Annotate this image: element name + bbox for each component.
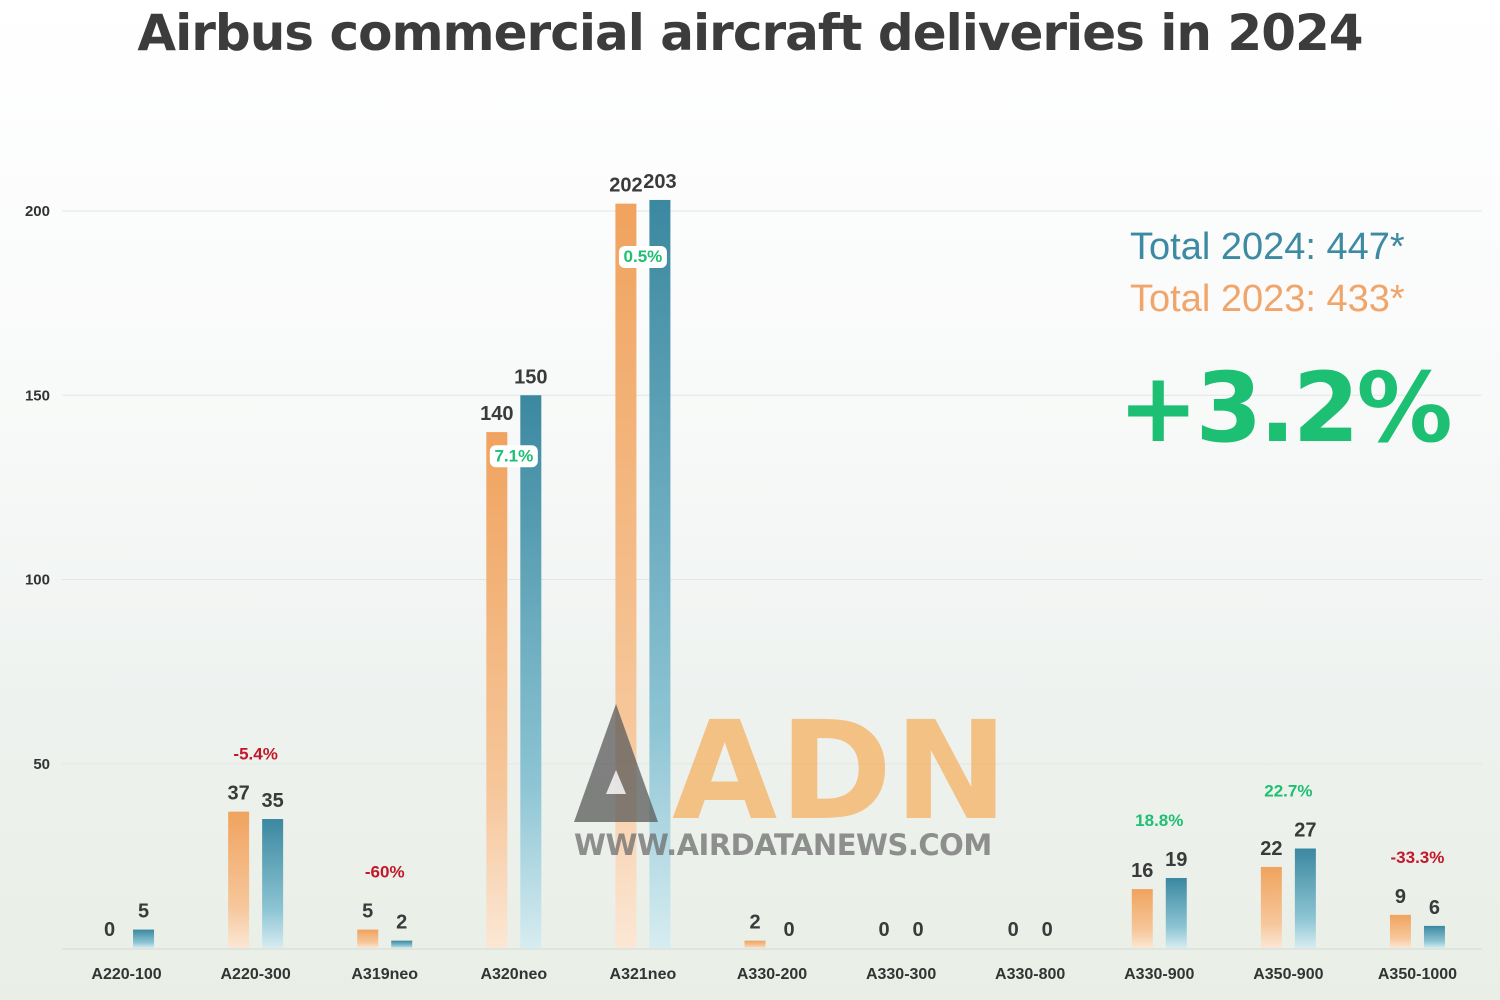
bar-2024 [391,940,413,948]
category-label: A330-900 [1124,966,1194,983]
bar-2024 [1423,925,1445,948]
bar-2023 [1131,889,1153,948]
y-tick-label: 200 [25,203,50,220]
category-label: A220-100 [91,966,161,983]
value-label: 35 [262,790,284,812]
value-label: 0 [104,919,115,941]
value-label: 0 [1008,919,1019,941]
category-label: A330-200 [737,966,807,983]
bar-2023 [357,929,379,948]
value-label: 2 [749,912,760,934]
value-label: 0 [913,919,924,941]
total-2023: Total 2023: 433* [1130,278,1405,320]
y-tick-label: 50 [33,756,50,773]
category-label: A350-1000 [1378,966,1457,983]
category-label: A320neo [480,966,547,983]
change-label: -33.3% [1391,848,1445,867]
value-label: 16 [1131,860,1153,882]
value-label: 0 [879,919,890,941]
category-label: A220-300 [220,966,290,983]
category-label: A330-800 [995,966,1065,983]
category-label: A330-300 [866,966,936,983]
bar-2024 [262,819,284,948]
value-label: 27 [1294,820,1316,842]
value-label: 202 [609,175,642,197]
y-tick-label: 150 [25,387,50,404]
category-label: A319neo [351,966,418,983]
total-2024: Total 2024: 447* [1130,226,1405,268]
bar-2023 [486,432,508,949]
adn-logo [574,704,658,822]
change-label: 18.8% [1135,811,1183,830]
value-label: 19 [1165,849,1187,871]
bar-2024 [1165,877,1187,948]
value-label: 5 [362,901,373,923]
chart-title: Airbus commercial aircraft deliveries in… [137,4,1363,62]
change-label: -60% [365,863,405,882]
value-label: 140 [480,403,513,425]
bar-2023 [1389,914,1411,948]
value-label: 0 [1042,919,1053,941]
value-label: 22 [1260,838,1282,860]
value-label: 37 [228,783,250,805]
value-label: 0 [783,919,794,941]
value-label: 203 [643,171,676,193]
change-label: 7.1% [494,446,533,465]
value-label: 5 [138,901,149,923]
bar-2024 [1294,848,1316,948]
change-badge [489,445,538,468]
bar-2024 [649,199,671,948]
change-label: 0.5% [624,247,663,266]
category-label: A321neo [610,966,677,983]
value-label: 150 [514,366,547,388]
change-label: 22.7% [1264,782,1312,801]
value-label: 2 [396,912,407,934]
value-label: 6 [1429,897,1440,919]
growth-percentage: +3.2% [1118,352,1453,464]
bar-2024 [133,929,155,948]
change-label: -5.4% [233,745,277,764]
bar-2023 [1260,866,1282,948]
bar-2024 [520,395,542,948]
change-badge [618,245,667,268]
adn-logo-text: ADN [672,693,1010,851]
y-tick-label: 100 [25,572,50,589]
bar-2023 [228,811,250,948]
category-label: A350-900 [1253,966,1323,983]
value-label: 9 [1395,886,1406,908]
watermark-url: WWW.AIRDATANEWS.COM [574,828,992,862]
bar-2023 [744,940,766,948]
